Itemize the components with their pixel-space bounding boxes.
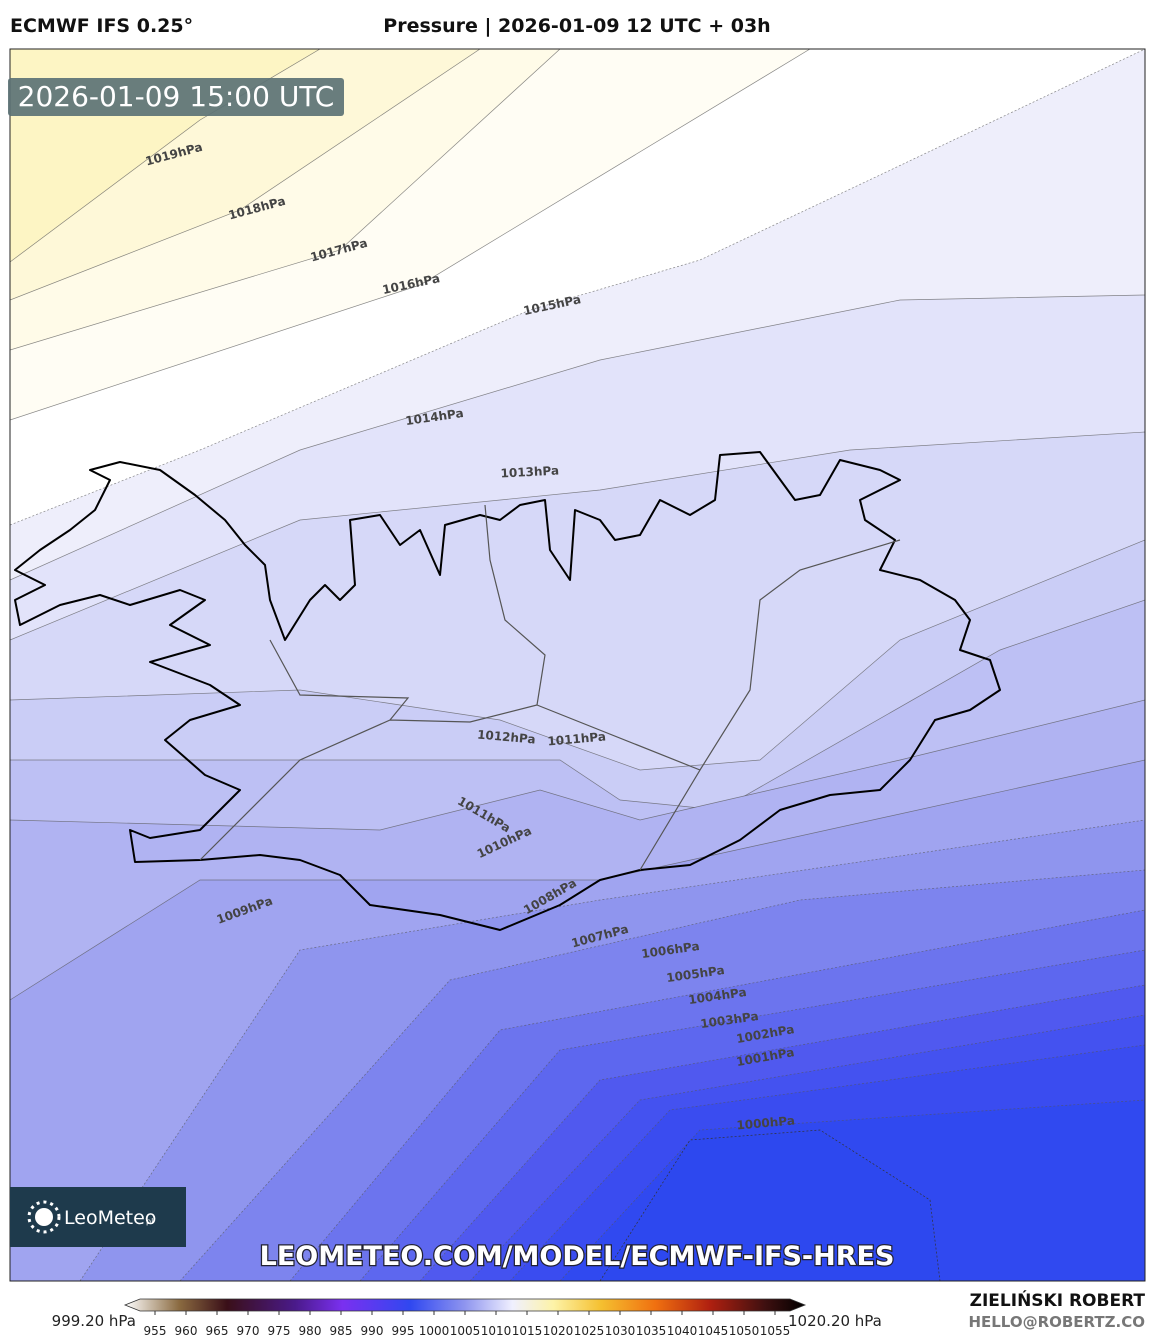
model-name: ECMWF IFS 0.25°: [10, 15, 193, 37]
colorbar-tick-label: 1000: [419, 1324, 450, 1337]
logo-suffix: pl: [146, 1217, 153, 1226]
contour-label: 1012hPa: [477, 727, 537, 746]
colorbar-tick-label: 1035: [636, 1324, 667, 1337]
isobar: [509, 1044, 1145, 1281]
colorbar-tick-label: 1055: [760, 1324, 791, 1337]
isobar: [289, 909, 1145, 1281]
colorbar-tick-label: 1040: [667, 1324, 698, 1337]
chart-title: Pressure | 2026-01-09 12 UTC + 03h: [383, 15, 770, 37]
contour-label: 1000hPa: [736, 1113, 796, 1132]
isobar: [10, 49, 481, 301]
timestamp-box: [8, 78, 344, 116]
colorbar-tick-label: 1030: [605, 1324, 636, 1337]
contour-label: 1011hPa: [547, 729, 607, 748]
isobar: [10, 49, 321, 263]
map: 1019hPa1018hPa1017hPa1016hPa1015hPa1014h…: [10, 49, 1145, 1281]
isobar: [469, 1014, 1145, 1281]
colorbar-tick-label: 1045: [698, 1324, 729, 1337]
logo-name: LeoMeteo: [64, 1207, 156, 1229]
colorbar-tick-label: 955: [144, 1324, 167, 1337]
colorbar-tick-label: 1005: [450, 1324, 481, 1337]
watermark: LEOMETEO.COM/MODEL/ECMWF-IFS-HRES: [260, 1241, 895, 1272]
isobar: [10, 699, 1145, 831]
map-frame: [9, 48, 1146, 1282]
isobar: [179, 869, 1145, 1281]
colorbar-tick-label: 985: [330, 1324, 353, 1337]
colorbar-min: 999.20 hPa: [52, 1312, 136, 1330]
colorbar-tick-label: 1050: [729, 1324, 760, 1337]
logo-sun: [35, 1208, 53, 1226]
isobar: [10, 759, 1145, 1001]
colorbar-max: 1020.20 hPa: [788, 1312, 882, 1330]
colorbar-tick-label: 980: [299, 1324, 322, 1337]
email: HELLO@ROBERTZ.CO: [968, 1313, 1145, 1331]
region-border: [199, 504, 901, 871]
isobar: [559, 1099, 1145, 1281]
colorbar-tick-label: 1015: [512, 1324, 543, 1337]
colorbar-tick-label: 995: [392, 1324, 415, 1337]
isobar: [10, 294, 1145, 581]
pressure-band: [599, 1129, 941, 1281]
isobar: [419, 984, 1145, 1281]
isobar: [10, 599, 1145, 811]
isobar: [359, 949, 1145, 1281]
isobar: [10, 49, 811, 421]
timestamp: 2026-01-09 15:00 UTC: [18, 80, 335, 113]
isobar: [10, 539, 1145, 771]
isobar: [10, 431, 1145, 641]
colorbar-tick-label: 960: [175, 1324, 198, 1337]
colorbar-tick-label: 1010: [481, 1324, 512, 1337]
colorbar-tick-label: 1025: [574, 1324, 605, 1337]
colorbar-tick-label: 965: [206, 1324, 229, 1337]
isobar: [10, 49, 561, 351]
isobar: [79, 819, 1145, 1281]
contour-label: 1013hPa: [500, 463, 559, 480]
colorbar-tick-label: 970: [237, 1324, 260, 1337]
colorbar-tick-label: 990: [361, 1324, 384, 1337]
colorbar-tick-label: 1020: [543, 1324, 574, 1337]
author: ZIELIŃSKI ROBERT: [970, 1289, 1146, 1311]
logo-rays: [27, 1200, 61, 1234]
colorbar: [123, 1298, 807, 1312]
coastline: [14, 451, 1001, 931]
colorbar-tick-label: 975: [268, 1324, 291, 1337]
